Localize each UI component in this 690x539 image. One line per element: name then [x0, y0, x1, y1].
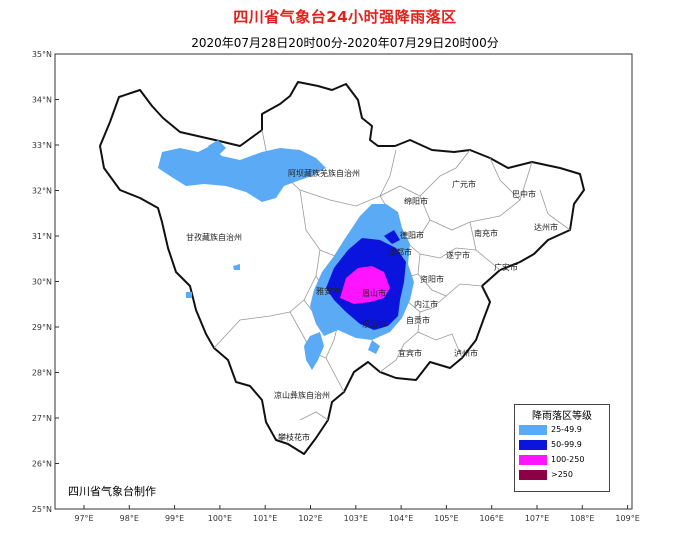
- lon-tick-label: 108°E: [570, 514, 594, 523]
- legend-label: 25-49.9: [551, 425, 582, 434]
- lon-tick-label: 98°E: [120, 514, 139, 523]
- label-zigong: 自贡市: [406, 315, 430, 325]
- lat-tick-label: 27°N: [32, 414, 52, 423]
- label-yibin: 宜宾市: [398, 348, 422, 358]
- lat-tick-label: 31°N: [32, 232, 52, 241]
- rain-area-100-250: [340, 266, 390, 304]
- label-yaan: 雅安市: [316, 286, 340, 296]
- map-subtitle: 2020年07月28日20时00分-2020年07月29日20时00分: [191, 36, 499, 50]
- legend-title: 降雨落区等级: [532, 411, 592, 422]
- label-neijiang: 内江市: [414, 299, 438, 309]
- lon-tick-label: 109°E: [615, 514, 639, 523]
- lon-tick-label: 106°E: [480, 514, 504, 523]
- label-guangyuan: 广元市: [452, 179, 476, 189]
- producer-credit: 四川省气象台制作: [68, 485, 156, 498]
- lat-tick-label: 26°N: [32, 460, 52, 469]
- lat-tick-label: 34°N: [32, 96, 52, 105]
- label-liangshan: 凉山彝族自治州: [274, 390, 330, 400]
- lon-tick-label: 104°E: [389, 514, 413, 523]
- lat-tick-label: 28°N: [32, 369, 52, 378]
- lon-tick-label: 105°E: [434, 514, 458, 523]
- label-panzhihua: 攀枝花市: [278, 432, 310, 442]
- lon-tick-label: 100°E: [208, 514, 232, 523]
- axis-ticks: 35°N 34°N 33°N 32°N 31°N 30°N 29°N 28°N 27°N 26°N…: [32, 50, 640, 523]
- lon-tick-label: 103°E: [344, 514, 368, 523]
- lat-tick-label: 33°N: [32, 141, 52, 150]
- label-mianyang: 绵阳市: [404, 196, 428, 206]
- label-dazhou: 达州市: [534, 222, 558, 232]
- lon-tick-label: 101°E: [253, 514, 277, 523]
- label-leshan: 乐山市: [362, 319, 386, 329]
- label-luzhou: 泸州市: [454, 348, 478, 358]
- label-ganzi: 甘孜藏族自治州: [186, 232, 242, 242]
- legend-label: 50-99.9: [551, 440, 582, 449]
- label-guangan: 广安市: [494, 262, 518, 272]
- label-meishan: 眉山市: [362, 288, 386, 298]
- legend-item: 50-99.9: [519, 437, 609, 452]
- legend-swatch: [519, 454, 547, 465]
- legend-label: >250: [551, 470, 573, 479]
- legend-swatch: [519, 439, 547, 450]
- legend-item: 100-250: [519, 452, 609, 467]
- lon-tick-label: 97°E: [74, 514, 93, 523]
- lon-tick-label: 107°E: [525, 514, 549, 523]
- label-deyang: 德阳市: [400, 230, 424, 240]
- lon-tick-label: 102°E: [298, 514, 322, 523]
- lon-tick-label: 99°E: [165, 514, 184, 523]
- label-suining: 遂宁市: [446, 250, 470, 260]
- label-ziyang: 资阳市: [420, 274, 444, 284]
- legend: 降雨落区等级 25-49.9 50-99.9 100-250 >250: [514, 404, 610, 492]
- place-labels: 阿坝藏族羌族自治州 甘孜藏族自治州 凉山彝族自治州 攀枝花市 广元市 巴中市 绵…: [186, 168, 558, 442]
- lat-tick-label: 30°N: [32, 278, 52, 287]
- map-title: 四川省气象台24小时强降雨落区: [233, 8, 457, 26]
- legend-item: >250: [519, 467, 609, 482]
- label-nanchong: 南充市: [474, 228, 498, 238]
- rain-cell: [354, 290, 358, 294]
- label-aba: 阿坝藏族羌族自治州: [288, 168, 360, 178]
- label-bazhong: 巴中市: [512, 189, 536, 199]
- legend-label: 100-250: [551, 455, 585, 464]
- lat-tick-label: 32°N: [32, 187, 52, 196]
- legend-swatch: [519, 469, 547, 480]
- label-chengdu: 成都市: [388, 247, 412, 257]
- legend-swatch: [519, 424, 547, 435]
- lat-tick-label: 35°N: [32, 50, 52, 59]
- legend-item: 25-49.9: [519, 422, 609, 437]
- lat-tick-label: 25°N: [32, 505, 52, 514]
- lat-tick-label: 29°N: [32, 323, 52, 332]
